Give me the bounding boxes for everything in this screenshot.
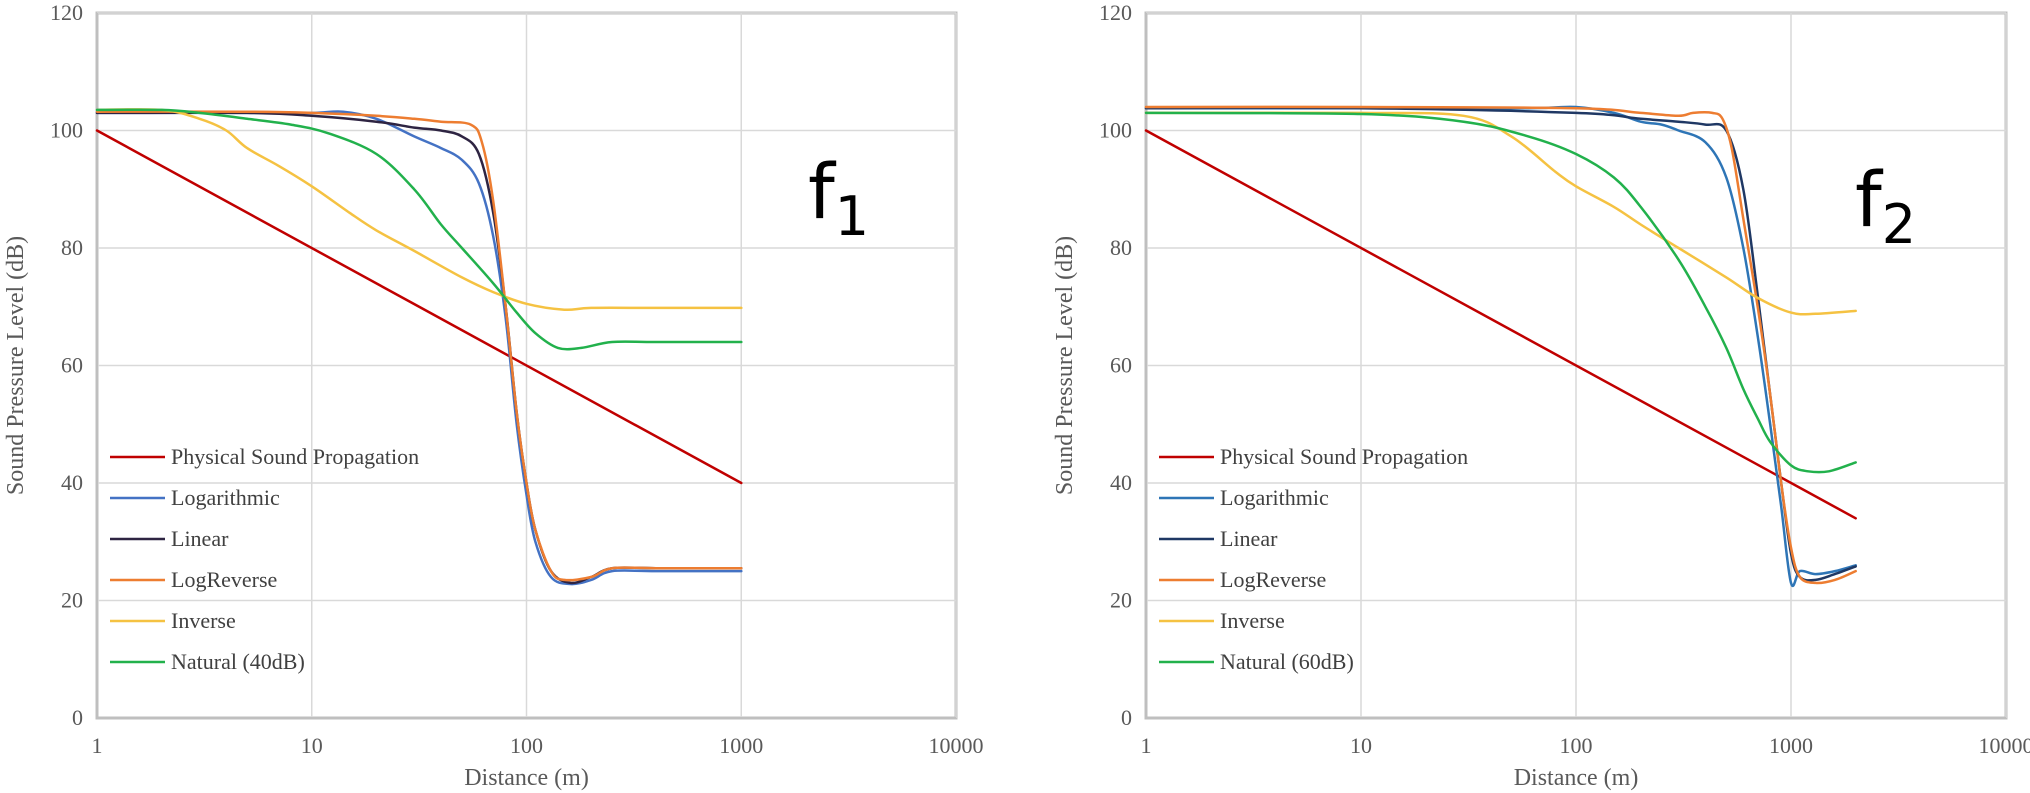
gridlines xyxy=(1145,12,2007,719)
y-tick-label: 60 xyxy=(61,353,83,378)
series-line-logarithmic xyxy=(1144,105,1857,588)
series-group xyxy=(95,108,743,586)
legend-label: Linear xyxy=(171,526,229,551)
y-tick-label: 120 xyxy=(50,0,83,25)
annotation-base: f xyxy=(1855,155,1884,244)
legend: Physical Sound Propagation Logarithmic Lin… xyxy=(1159,444,1468,674)
y-tick-label: 100 xyxy=(1099,118,1132,143)
y-tick-label: 20 xyxy=(61,588,83,613)
y-axis-title: Sound Pressure Level (dB) xyxy=(3,236,29,495)
annotation-subscript: 2 xyxy=(1882,193,1916,256)
y-tick-label: 40 xyxy=(61,470,83,495)
x-tick-label: 1000 xyxy=(719,733,763,758)
x-axis-title: Distance (m) xyxy=(464,765,589,791)
legend-label: Physical Sound Propagation xyxy=(171,444,419,469)
legend-label: Logarithmic xyxy=(1220,485,1329,510)
series-line-physical-sound-propagation xyxy=(1144,129,1857,520)
x-tick-label: 1 xyxy=(1141,733,1152,758)
series-line-inverse xyxy=(95,108,743,312)
legend-label: LogReverse xyxy=(1220,567,1326,592)
y-tick-label: 100 xyxy=(50,118,83,143)
annotation-base: f xyxy=(808,147,837,236)
x-tick-label: 100 xyxy=(1560,733,1593,758)
annotation-subscript: 1 xyxy=(835,185,869,248)
y-tick-label: 20 xyxy=(1110,588,1132,613)
series-line-logarithmic xyxy=(95,110,743,586)
y-tick-label: 40 xyxy=(1110,470,1132,495)
legend-label: Physical Sound Propagation xyxy=(1220,444,1468,469)
legend: Physical Sound Propagation Logarithmic Lin… xyxy=(110,444,419,674)
y-axis-title: Sound Pressure Level (dB) xyxy=(1052,236,1078,495)
legend-label: Natural (60dB) xyxy=(1220,649,1354,674)
y-tick-label: 80 xyxy=(1110,235,1132,260)
x-tick-label: 10 xyxy=(301,733,323,758)
series-group xyxy=(1144,105,1857,588)
y-tick-label: 60 xyxy=(1110,353,1132,378)
y-tick-label: 0 xyxy=(72,705,83,730)
frequency-annotation: f1 xyxy=(808,147,869,248)
legend-label: Linear xyxy=(1220,526,1278,551)
series-line-physical-sound-propagation xyxy=(95,129,743,485)
legend-label: Inverse xyxy=(171,608,236,633)
x-axis-title: Distance (m) xyxy=(1514,765,1639,791)
frequency-annotation: f2 xyxy=(1855,155,1916,256)
x-tick-label: 1 xyxy=(92,733,103,758)
legend-label: Natural (40dB) xyxy=(171,649,305,674)
y-tick-label: 120 xyxy=(1099,0,1132,25)
legend-label: LogReverse xyxy=(171,567,277,592)
legend-label: Inverse xyxy=(1220,608,1285,633)
series-line-logreverse xyxy=(1144,105,1857,585)
x-tick-label: 100 xyxy=(510,733,543,758)
x-tick-label: 1000 xyxy=(1769,733,1813,758)
series-line-inverse xyxy=(1144,111,1857,316)
series-line-natural-40db xyxy=(95,108,743,351)
series-line-natural-60db xyxy=(1144,111,1857,474)
y-tick-label: 80 xyxy=(61,235,83,260)
x-tick-label: 10000 xyxy=(1979,733,2030,758)
y-tick-label: 0 xyxy=(1121,705,1132,730)
legend-label: Logarithmic xyxy=(171,485,280,510)
x-tick-label: 10000 xyxy=(929,733,984,758)
x-tick-label: 10 xyxy=(1350,733,1372,758)
